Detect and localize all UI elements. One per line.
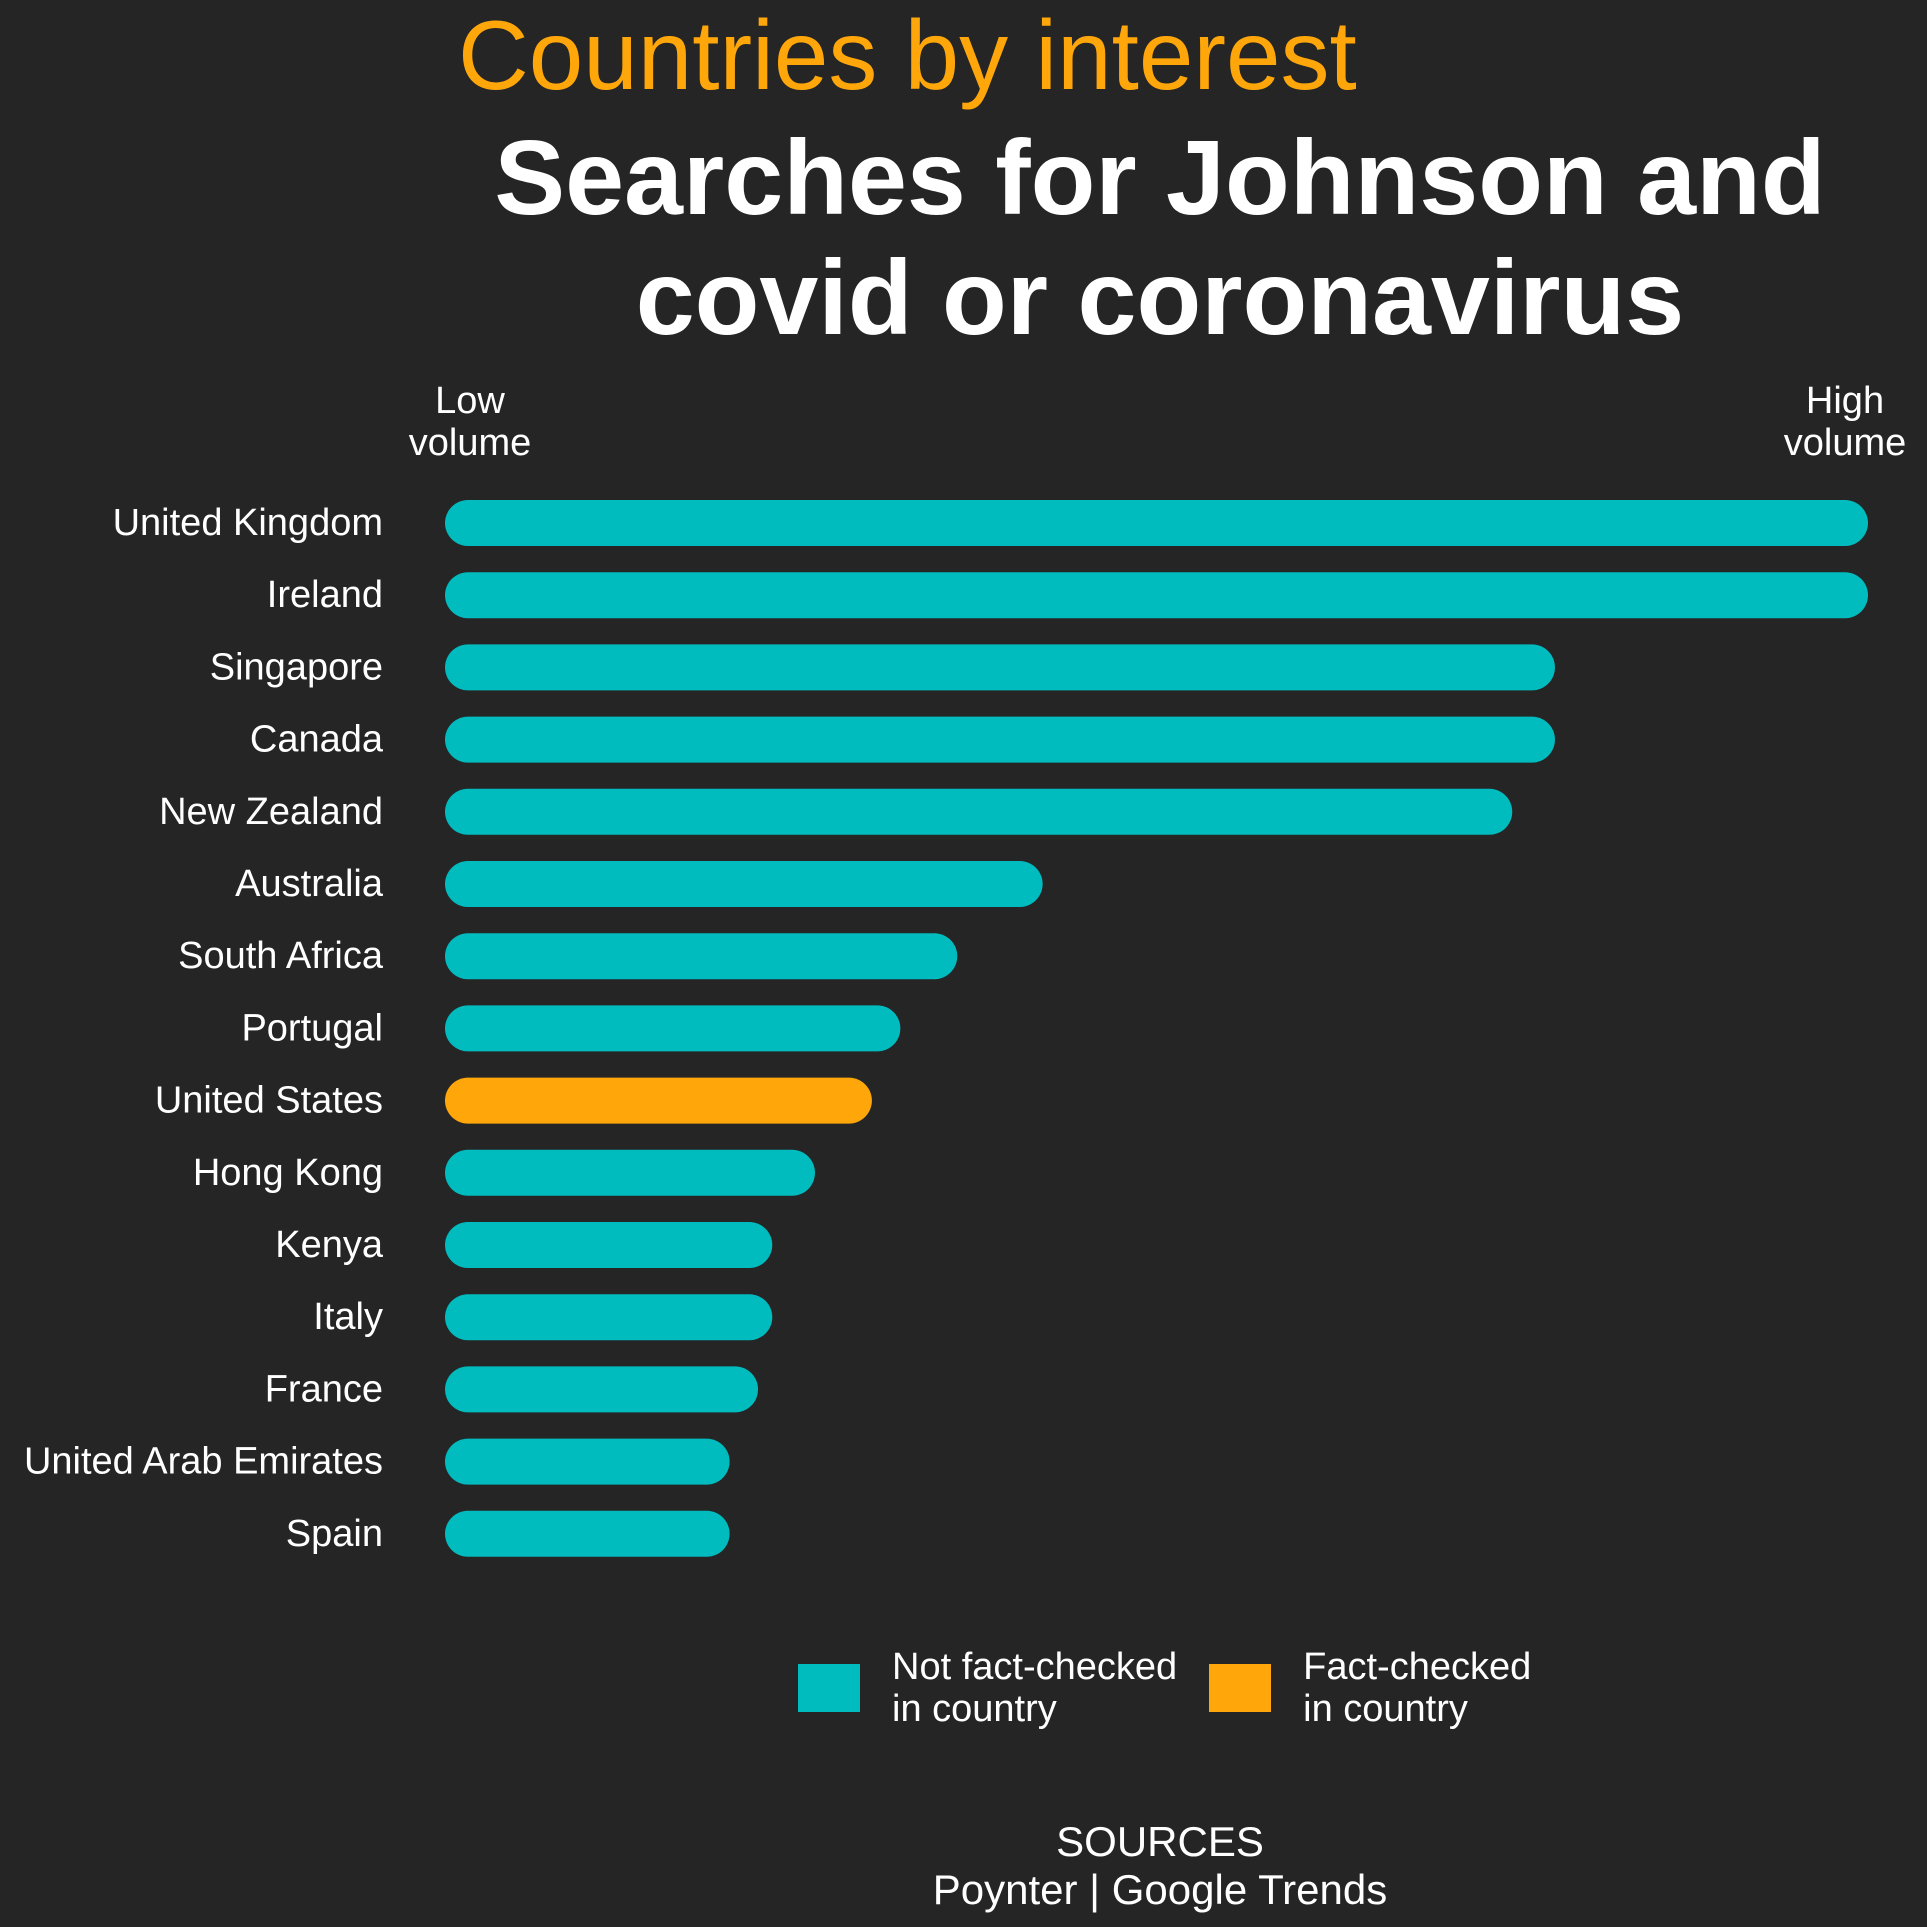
- bar-singapore: [445, 644, 1555, 691]
- legend: Not fact-checked in country Fact-checked…: [798, 1646, 1563, 1730]
- category-label-united-states: United States: [155, 1080, 383, 1122]
- bar-new-zealand: [445, 788, 1513, 835]
- legend-item-not-fact-checked: Not fact-checked in country: [798, 1646, 1177, 1730]
- chart-title-line-2: covid or coronavirus: [635, 239, 1685, 357]
- bar-italy: [445, 1294, 773, 1341]
- sources-text: Poynter | Google Trends: [932, 1866, 1388, 1913]
- category-label-canada: Canada: [250, 719, 384, 761]
- bar-ireland: [445, 572, 1868, 619]
- category-label-united-arab-emirates: United Arab Emirates: [24, 1441, 383, 1483]
- category-label-new-zealand: New Zealand: [159, 791, 383, 833]
- axis-low-label: Low volume: [408, 380, 532, 464]
- legend-swatch-not-fact-checked: [798, 1664, 860, 1712]
- axis-high-label: High volume: [1783, 380, 1907, 464]
- chart-title: Searches for Johnson and covid or corona…: [420, 118, 1900, 358]
- sources: SOURCES Poynter | Google Trends: [860, 1818, 1460, 1914]
- category-label-united-kingdom: United Kingdom: [113, 502, 383, 544]
- chart-kicker: Countries by interest: [458, 0, 1357, 110]
- bar-france: [445, 1366, 759, 1413]
- legend-item-fact-checked: Fact-checked in country: [1209, 1646, 1531, 1730]
- chart-title-line-1: Searches for Johnson and: [494, 119, 1826, 237]
- legend-swatch-fact-checked: [1209, 1664, 1272, 1712]
- category-label-south-africa: South Africa: [178, 935, 384, 977]
- category-label-spain: Spain: [286, 1513, 383, 1555]
- sources-heading: SOURCES: [1056, 1818, 1264, 1865]
- category-label-ireland: Ireland: [267, 574, 383, 616]
- category-label-kenya: Kenya: [275, 1224, 384, 1266]
- category-label-hong-kong: Hong Kong: [193, 1152, 383, 1194]
- bar-united-states: [445, 1077, 872, 1124]
- legend-label-fact-checked: Fact-checked in country: [1303, 1646, 1532, 1730]
- category-label-italy: Italy: [313, 1296, 383, 1338]
- bar-united-arab-emirates: [445, 1438, 730, 1485]
- bar-hong-kong: [445, 1149, 815, 1196]
- legend-label-not-fact-checked: Not fact-checked in country: [892, 1646, 1178, 1730]
- bar-united-kingdom: [445, 500, 1868, 546]
- bar-canada: [445, 716, 1555, 763]
- bar-australia: [445, 861, 1043, 907]
- bar-kenya: [445, 1222, 773, 1268]
- bar-portugal: [445, 1005, 901, 1052]
- category-label-france: France: [265, 1368, 383, 1410]
- bar-spain: [445, 1510, 730, 1557]
- category-label-portugal: Portugal: [241, 1007, 383, 1049]
- bar-south-africa: [445, 933, 958, 980]
- category-label-australia: Australia: [235, 863, 384, 905]
- category-label-singapore: Singapore: [210, 646, 383, 688]
